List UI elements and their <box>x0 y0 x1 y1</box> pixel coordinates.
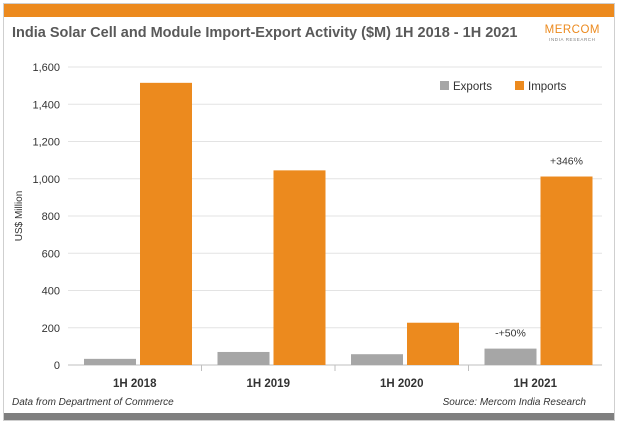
exports-bar-1h-2020 <box>351 354 403 365</box>
imports-bar-1h-2018 <box>140 82 192 366</box>
bar-annotation: +346% <box>550 156 583 168</box>
y-tick-label: 200 <box>42 323 60 335</box>
y-tick-label: 1,600 <box>32 62 60 74</box>
bar-annotation: -+50% <box>495 328 526 340</box>
mercom-logo: MERCOM INDIA RESEARCH <box>545 24 600 43</box>
y-tick-label: 0 <box>54 360 60 372</box>
exports-bar-1h-2021 <box>484 348 537 365</box>
x-category-label: 1H 2020 <box>380 378 423 390</box>
exports-legend-swatch <box>440 81 449 90</box>
source-credit: Source: Mercom India Research <box>442 397 586 408</box>
imports-legend-swatch <box>515 81 524 90</box>
y-axis-label: US$ Million <box>14 191 25 242</box>
logo-wordmark: MERCOM <box>544 24 600 36</box>
y-axis-ticks: 0 200 400 600 800 1,000 1,200 1,400 1,600 <box>32 62 60 372</box>
bottom-accent-bar <box>4 413 614 420</box>
x-category-label: 1H 2018 <box>113 378 157 390</box>
annotations: -+50% +346% <box>495 156 583 340</box>
imports-bar-1h-2019 <box>273 170 326 365</box>
exports-bar-1h-2018 <box>84 358 136 365</box>
legend-label: Imports <box>528 81 567 93</box>
legend-label: Exports <box>453 81 492 93</box>
imports-bar-1h-2021 <box>540 176 593 365</box>
legend: Exports Imports <box>440 81 567 93</box>
x-category-label: 1H 2019 <box>247 378 290 390</box>
bar-chart: 0 200 400 600 800 1,000 1,200 1,400 1,600 1H 201… <box>14 62 602 390</box>
logo-subtitle: INDIA RESEARCH <box>549 37 596 42</box>
bars <box>84 82 593 366</box>
top-accent-bar <box>4 4 614 17</box>
chart-frame: India Solar Cell and Module Import-Expor… <box>3 3 615 421</box>
x-category-label: 1H 2021 <box>514 378 558 390</box>
exports-bar-1h-2019 <box>217 351 270 365</box>
chart-title: India Solar Cell and Module Import-Expor… <box>12 25 518 41</box>
y-tick-label: 600 <box>42 248 60 260</box>
imports-bar-1h-2020 <box>407 322 459 365</box>
y-tick-label: 400 <box>42 286 60 298</box>
y-tick-label: 1,400 <box>32 99 60 111</box>
y-tick-label: 1,200 <box>32 137 60 149</box>
data-source-note: Data from Department of Commerce <box>12 397 174 408</box>
y-tick-label: 800 <box>42 211 60 223</box>
y-tick-label: 1,000 <box>32 174 60 186</box>
x-axis-categories: 1H 2018 1H 2019 1H 2020 1H 2021 <box>113 365 558 390</box>
